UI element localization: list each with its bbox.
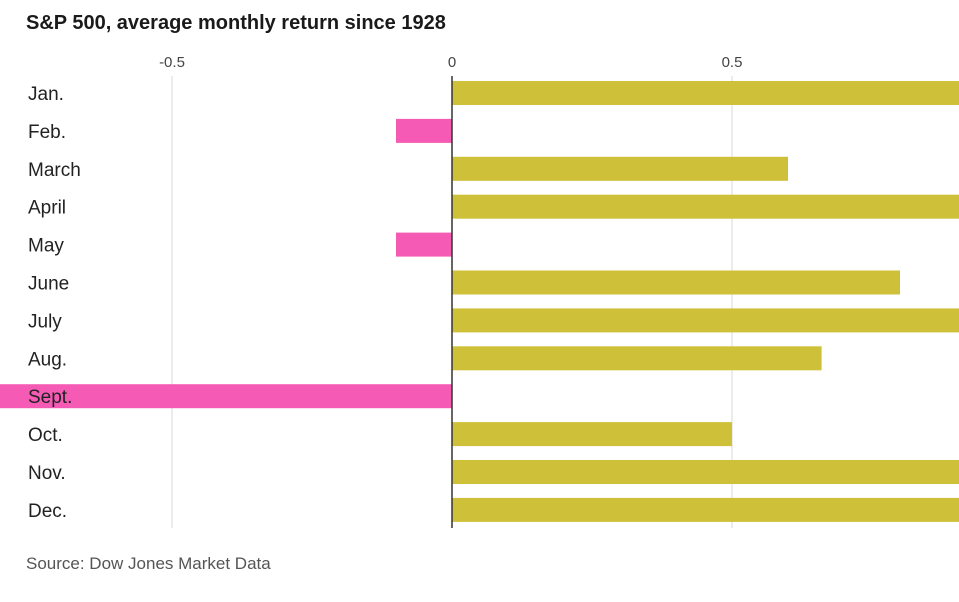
- source-note: Source: Dow Jones Market Data: [26, 554, 271, 573]
- bar: [452, 422, 732, 447]
- bar: [452, 308, 959, 333]
- category-label: Jan.: [28, 84, 64, 105]
- bar: [452, 346, 822, 371]
- category-label: June: [28, 274, 69, 295]
- category-label: Sept.: [28, 387, 72, 408]
- category-label: Nov.: [28, 463, 66, 484]
- bars: [0, 81, 959, 522]
- category-labels: Jan. Feb. March April May June July Aug. Sept. Oc…: [28, 84, 81, 522]
- chart-title: S&P 500, average monthly return since 19…: [26, 12, 446, 34]
- category-label: Feb.: [28, 122, 66, 143]
- bar: [0, 384, 452, 409]
- category-label: April: [28, 198, 66, 219]
- bar: [452, 497, 959, 522]
- bar: [396, 118, 452, 143]
- x-tick-labels: -1%-0.500.511.5: [159, 54, 743, 71]
- bar: [452, 270, 900, 295]
- bar: [452, 156, 788, 181]
- category-label: Dec.: [28, 501, 67, 522]
- x-tick-label: 0: [448, 54, 456, 71]
- category-label: July: [28, 311, 62, 332]
- x-tick-label: 0.5: [722, 54, 743, 71]
- category-label: May: [28, 236, 64, 257]
- bar: [452, 81, 959, 105]
- bar: [396, 232, 452, 257]
- category-label: Aug.: [28, 349, 67, 370]
- category-label: Oct.: [28, 425, 63, 446]
- x-tick-label: -0.5: [159, 54, 185, 71]
- grid-lines: [171, 76, 733, 528]
- category-label: March: [28, 160, 81, 181]
- bar: [452, 460, 959, 484]
- bar: [452, 194, 959, 219]
